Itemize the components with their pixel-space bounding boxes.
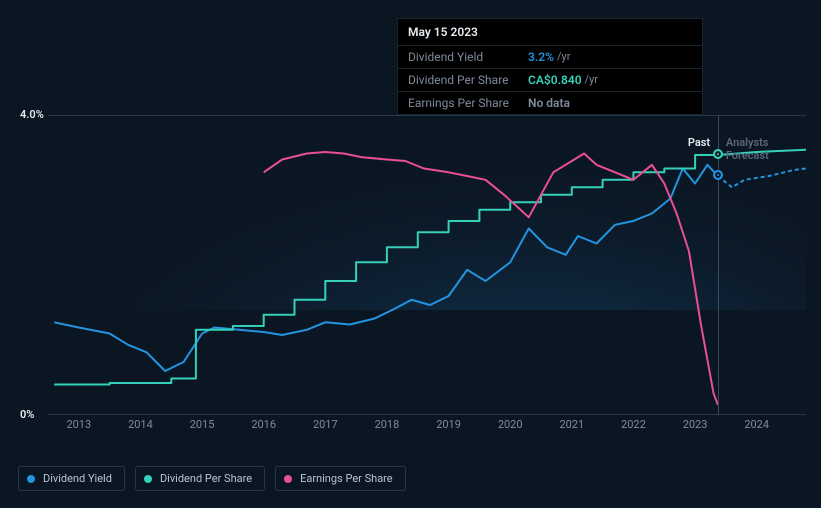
- forecast-label: Analysts Forecast: [726, 136, 806, 162]
- tooltip-key: Dividend Per Share: [408, 73, 528, 87]
- tooltip-row: Earnings Per ShareNo data: [398, 91, 702, 114]
- legend-item[interactable]: Dividend Per Share: [135, 466, 265, 491]
- marker-dividend_per_share: [713, 149, 723, 159]
- legend-dot: [144, 475, 152, 483]
- x-tick-label: 2024: [744, 418, 769, 431]
- y-tick-label: 4.0%: [20, 108, 44, 121]
- x-tick-label: 2019: [436, 418, 461, 431]
- plot-region[interactable]: [48, 115, 806, 415]
- x-tick-label: 2023: [683, 418, 708, 431]
- x-tick-label: 2020: [498, 418, 523, 431]
- past-label: Past: [688, 136, 710, 149]
- legend-dot: [284, 475, 292, 483]
- tooltip-value: 3.2%: [528, 50, 554, 64]
- series-dividend_per_share: [54, 155, 718, 385]
- marker-dividend_yield: [713, 170, 723, 180]
- tooltip-unit: /yr: [585, 73, 598, 87]
- series-dividend_yield-forecast: [718, 169, 806, 188]
- y-tick-label: 0%: [20, 408, 34, 421]
- legend-label: Earnings Per Share: [300, 472, 393, 485]
- chart-lines: [48, 116, 806, 416]
- series-dividend_yield: [54, 165, 718, 371]
- legend-dot: [27, 475, 35, 483]
- tooltip-value: No data: [528, 96, 570, 110]
- chart-legend: Dividend Yield Dividend Per Share Earnings…: [18, 466, 406, 491]
- tooltip-key: Dividend Yield: [408, 50, 528, 64]
- x-tick-label: 2016: [251, 418, 276, 431]
- legend-item[interactable]: Dividend Yield: [18, 466, 125, 491]
- tooltip-key: Earnings Per Share: [408, 96, 528, 110]
- tooltip-row: Dividend Per ShareCA$0.840/yr: [398, 68, 702, 91]
- tooltip-unit: /yr: [557, 50, 570, 64]
- x-tick-label: 2021: [559, 418, 584, 431]
- x-tick-label: 2018: [375, 418, 400, 431]
- x-tick-label: 2013: [66, 418, 91, 431]
- x-axis: 2013 2014 2015 2016 2017 2018 2019 2020 2021 2022…: [48, 418, 806, 438]
- x-tick-label: 2014: [128, 418, 153, 431]
- legend-label: Dividend Per Share: [160, 472, 252, 485]
- tooltip-date: May 15 2023: [398, 19, 702, 45]
- tooltip-value: CA$0.840: [528, 73, 582, 87]
- x-tick-label: 2022: [621, 418, 646, 431]
- chart-tooltip: May 15 2023 Dividend Yield3.2%/yrDividen…: [397, 18, 703, 115]
- tooltip-row: Dividend Yield3.2%/yr: [398, 45, 702, 68]
- series-earnings_per_share: [264, 152, 718, 405]
- legend-label: Dividend Yield: [43, 472, 112, 485]
- past-divider-line: [718, 115, 719, 415]
- legend-item[interactable]: Earnings Per Share: [275, 466, 406, 491]
- x-tick-label: 2017: [313, 418, 338, 431]
- x-tick-label: 2015: [190, 418, 215, 431]
